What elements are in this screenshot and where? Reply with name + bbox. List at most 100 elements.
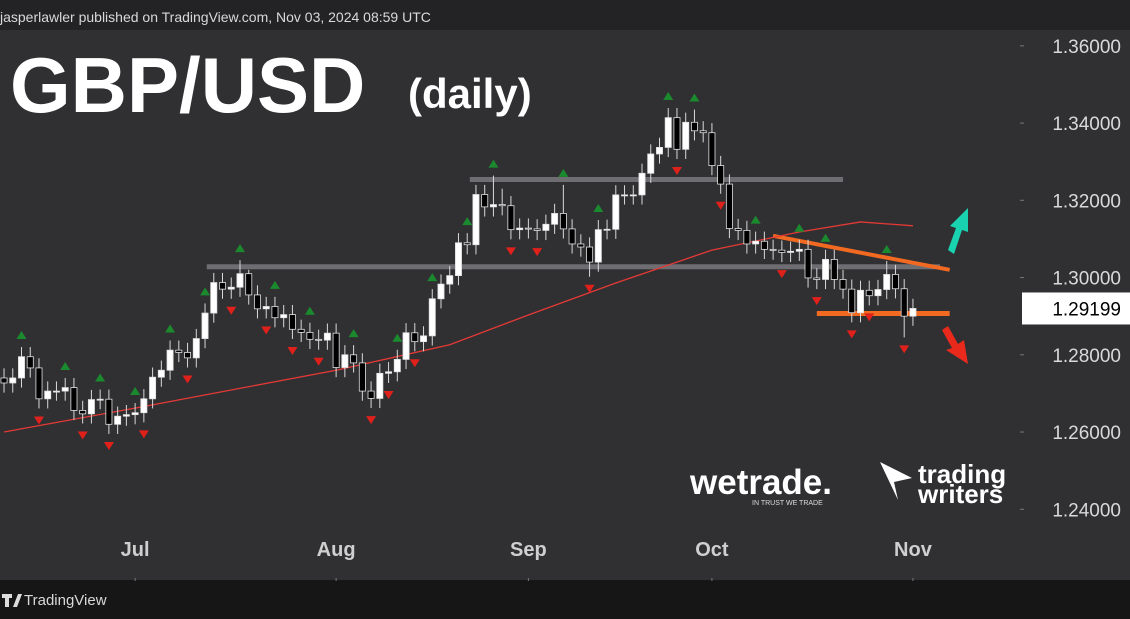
candle-body [489, 204, 497, 208]
candle-body [603, 228, 611, 231]
candle-body [463, 242, 471, 246]
candle-body [192, 338, 200, 359]
candle-body [516, 227, 524, 231]
candle-body [498, 204, 506, 207]
fractal-down [584, 284, 595, 293]
candle-body [577, 243, 585, 248]
fractal-up [663, 92, 674, 101]
fractal-up [16, 331, 27, 340]
x-tick-label: Nov [894, 539, 933, 561]
candle-body [9, 377, 17, 384]
fractal-up [392, 333, 403, 342]
candle-body [402, 332, 410, 360]
candle-body [874, 289, 882, 297]
watermark-tagline: IN TRUST WE TRADE [752, 500, 823, 507]
fractal-down [383, 390, 394, 399]
candle-body [157, 369, 165, 378]
candle-body [621, 194, 628, 197]
candle-body [175, 349, 183, 353]
candle-body [79, 409, 87, 415]
candle-body [87, 399, 95, 415]
candle-body [717, 165, 725, 185]
candle-body [839, 279, 847, 290]
candle-body [437, 283, 445, 300]
candle-body [795, 248, 803, 252]
candle-body [533, 228, 541, 231]
candle-body [568, 228, 576, 245]
watermark-wetrade: wetrade. [689, 463, 832, 502]
candle-body [35, 367, 43, 400]
fractal-up [593, 204, 604, 213]
candle-body [114, 415, 122, 425]
fractal-up [488, 159, 499, 168]
candle-body [358, 362, 366, 392]
candle-body [52, 390, 60, 393]
candle-body [376, 372, 384, 399]
fractal-up [427, 273, 438, 282]
fractal-down [182, 375, 193, 384]
candle-body [149, 376, 157, 400]
candle-body [131, 412, 139, 416]
candle-body [524, 227, 532, 230]
tw-logo [880, 462, 912, 500]
candle-body [725, 183, 733, 229]
y-tick-label: 1.32000 [1052, 191, 1121, 212]
candle-body [848, 288, 856, 314]
fractal-up [794, 223, 805, 232]
candle-body [708, 132, 716, 166]
candle-body [481, 194, 489, 208]
candle-body [420, 335, 427, 343]
candle-body [393, 359, 401, 373]
candle-body [559, 213, 567, 230]
fractal-down [138, 430, 149, 439]
candle-body [210, 282, 218, 314]
x-tick-label: Aug [317, 539, 356, 561]
fractal-up [200, 287, 211, 296]
candle-body [804, 248, 812, 279]
candle-body [734, 228, 742, 231]
fractal-up [820, 233, 831, 242]
candle-body [26, 356, 34, 369]
candle-body [909, 308, 917, 317]
candle-body [288, 314, 296, 330]
candle-body [542, 223, 550, 231]
candle-body [166, 349, 174, 371]
candle-body [18, 356, 25, 379]
fractal-up [165, 324, 176, 333]
candle-body [865, 289, 873, 297]
candle-body [900, 288, 908, 317]
fractal-down [409, 359, 420, 368]
x-tick-label: Oct [695, 539, 729, 561]
candle-body [446, 275, 454, 285]
moving-average [3, 221, 913, 433]
candle-body [629, 194, 637, 197]
fractal-down [715, 201, 726, 210]
candle-body [184, 352, 192, 359]
fractal-up [234, 244, 245, 253]
candle-body [411, 332, 419, 343]
candle-body [315, 338, 323, 341]
candle-body [61, 387, 69, 392]
fractal-up [60, 361, 71, 370]
candle-body [96, 398, 104, 401]
candle-body [70, 387, 78, 411]
candle-body [883, 274, 891, 290]
fractal-up [304, 306, 315, 315]
candle-body [743, 230, 751, 245]
candle-body [551, 213, 559, 225]
y-tick-label: 1.30000 [1052, 269, 1121, 290]
fractal-down [313, 357, 324, 366]
candle-body [105, 398, 113, 425]
y-tick-label: 1.34000 [1052, 114, 1121, 135]
fractal-up [881, 244, 892, 253]
footer-brand: TradingView [24, 592, 107, 609]
watermark-writers: writers [917, 479, 1003, 509]
fractal-down [287, 346, 298, 355]
candle-body [271, 306, 279, 319]
candle-body [122, 414, 130, 417]
candle-body [0, 377, 8, 384]
fractal-down [776, 270, 787, 279]
candle-body [586, 246, 594, 263]
candle-body [140, 398, 148, 414]
fractal-up [689, 93, 700, 102]
